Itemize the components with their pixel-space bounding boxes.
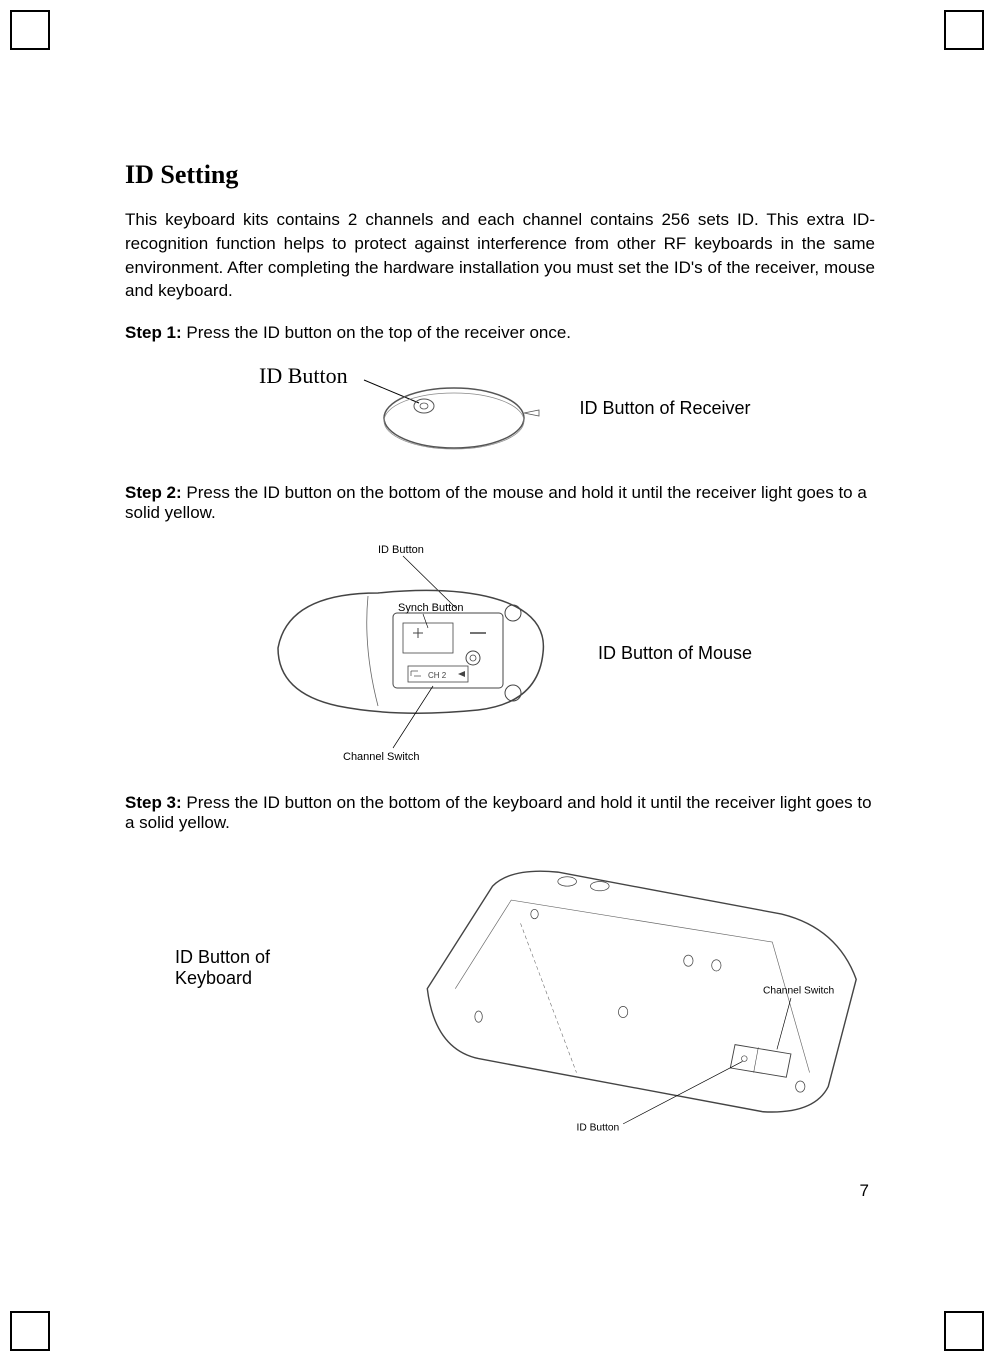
step-3-label: Step 3:: [125, 793, 182, 812]
kb-id-button-label: ID Button: [577, 1123, 620, 1134]
mouse-figure: ID Button CH 2 Synch Button Channel Swit…: [125, 538, 875, 768]
keyboard-diagram-icon: Channel Switch ID Button: [390, 848, 875, 1148]
mouse-diagram-icon: ID Button CH 2 Synch Button Channel Swit…: [248, 538, 568, 768]
step-3: Step 3: Press the ID button on the botto…: [125, 793, 875, 833]
keyboard-caption: ID Button of Keyboard: [175, 947, 340, 989]
kb-channel-switch-label: Channel Switch: [763, 986, 835, 997]
keyboard-figure: ID Button of Keyboard Channel Switch ID …: [175, 848, 875, 1148]
synch-button-label: Synch Button: [398, 602, 463, 614]
channel-switch-label: Channel Switch: [343, 751, 419, 763]
id-button-label-small: ID Button: [378, 544, 424, 556]
page-number: 7: [860, 1181, 869, 1201]
receiver-diagram-icon: ID Button: [249, 358, 549, 458]
receiver-caption: ID Button of Receiver: [579, 398, 750, 419]
step-1-label: Step 1:: [125, 323, 182, 342]
step-2-text: Press the ID button on the bottom of the…: [125, 483, 867, 522]
page-content: ID Setting This keyboard kits contains 2…: [125, 160, 875, 1173]
step-1: Step 1: Press the ID button on the top o…: [125, 323, 875, 343]
receiver-figure: ID Button ID Button of Receiver: [125, 358, 875, 458]
id-button-callout-text: ID Button: [259, 363, 348, 388]
step-2: Step 2: Press the ID button on the botto…: [125, 483, 875, 523]
crop-mark-tl: [10, 10, 50, 50]
step-1-text: Press the ID button on the top of the re…: [182, 323, 571, 342]
intro-paragraph: This keyboard kits contains 2 channels a…: [125, 208, 875, 303]
crop-mark-bl: [10, 1311, 50, 1351]
crop-mark-br: [944, 1311, 984, 1351]
svg-text:CH 2: CH 2: [428, 671, 447, 680]
section-title: ID Setting: [125, 160, 875, 190]
step-2-label: Step 2:: [125, 483, 182, 502]
step-3-text: Press the ID button on the bottom of the…: [125, 793, 872, 832]
crop-mark-tr: [944, 10, 984, 50]
mouse-caption: ID Button of Mouse: [598, 643, 752, 664]
